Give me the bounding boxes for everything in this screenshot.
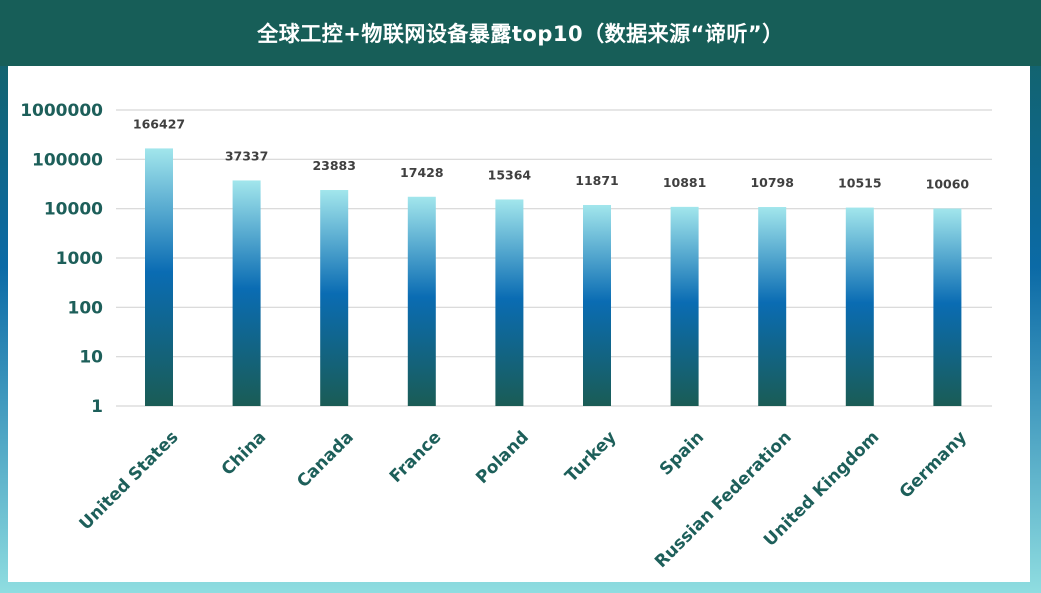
bar	[320, 190, 349, 406]
x-category-label: Poland	[472, 427, 533, 488]
data-label: 10798	[750, 175, 794, 190]
y-axis-ticks: 1000000 100000 10000 1000 100 10 1	[20, 101, 103, 417]
data-label: 11871	[575, 173, 619, 188]
x-category-label: France	[386, 427, 445, 486]
data-label: 17428	[400, 165, 444, 180]
data-label: 10515	[838, 176, 882, 191]
bar	[670, 206, 699, 406]
x-axis-categories: United States China Canada France Poland Turk…	[76, 427, 971, 572]
y-tick-label: 100000	[32, 150, 103, 170]
x-category-label: United States	[76, 427, 183, 534]
y-tick-label: 1000000	[20, 101, 103, 121]
bar	[758, 207, 787, 406]
chart-title: 全球工控+物联网设备暴露top10（数据来源“谛听”）	[257, 22, 784, 46]
x-category-label: Germany	[896, 427, 971, 502]
bar	[232, 180, 261, 406]
bars	[145, 148, 962, 406]
y-tick-label: 100	[68, 298, 104, 318]
y-tick-label: 1	[91, 397, 103, 417]
chart-panel: 1000000 100000 10000 1000 100 10 1 166427 37337…	[8, 66, 1030, 582]
data-label: 10881	[663, 175, 707, 190]
y-tick-label: 1000	[56, 249, 103, 269]
bar	[145, 148, 173, 406]
data-label: 10060	[926, 177, 970, 192]
data-label: 37337	[225, 148, 269, 163]
data-label: 166427	[133, 116, 185, 131]
bar	[933, 208, 962, 406]
y-tick-label: 10	[79, 348, 103, 368]
data-label: 15364	[488, 167, 532, 182]
data-label: 23883	[312, 158, 356, 173]
y-tick-label: 10000	[44, 200, 103, 220]
data-labels: 166427 37337 23883 17428 15364 11871 10881 1079…	[133, 116, 970, 191]
x-category-label: Canada	[293, 427, 357, 491]
chart-header: 全球工控+物联网设备暴露top10（数据来源“谛听”）	[0, 0, 1041, 66]
x-category-label: Turkey	[561, 427, 620, 486]
bar	[407, 196, 436, 406]
x-category-label: Spain	[656, 427, 708, 479]
bar	[583, 204, 611, 406]
bar	[495, 199, 524, 406]
gridlines	[116, 109, 992, 407]
bar-chart: 1000000 100000 10000 1000 100 10 1 166427 37337…	[20, 101, 992, 572]
bar	[845, 207, 874, 406]
x-category-label: China	[218, 427, 270, 479]
